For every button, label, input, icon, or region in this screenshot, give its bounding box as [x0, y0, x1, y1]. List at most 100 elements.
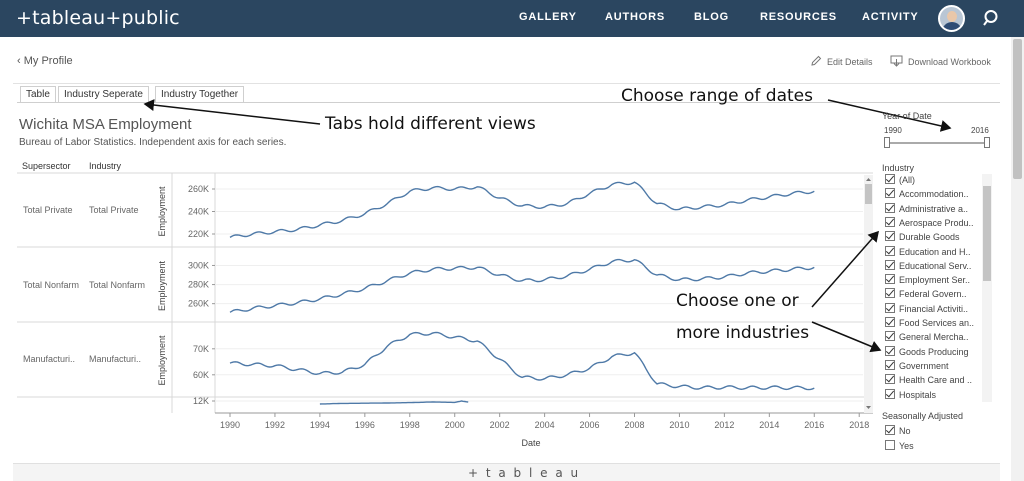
checkbox[interactable]	[885, 288, 895, 299]
tab-table[interactable]: Table	[20, 86, 56, 103]
x-tick-label: 2002	[490, 420, 510, 430]
industry-filter-item[interactable]: Education and H..	[885, 245, 981, 260]
series-line	[319, 400, 469, 405]
industry-filter-item-label: Employment Ser..	[899, 275, 971, 286]
seasonal-option-yes[interactable]: Yes	[885, 440, 914, 451]
industry-filter-item[interactable]: Goods Producing	[885, 345, 981, 360]
user-avatar[interactable]	[938, 5, 965, 32]
industry-filter-item-label: Financial Activiti..	[899, 303, 969, 314]
y-tick-label: 280K	[188, 280, 209, 290]
row-industry-label: Manufacturi..	[89, 354, 142, 364]
x-tick-label: 2012	[714, 420, 734, 430]
my-profile-link[interactable]: ‹ My Profile	[17, 55, 73, 67]
tab-industry-together[interactable]: Industry Together	[155, 86, 245, 103]
industry-filter-item-label: Educational Serv..	[899, 260, 972, 271]
x-tick-label: 1990	[220, 420, 240, 430]
y-tick-label: 300K	[188, 260, 209, 270]
industry-filter-item[interactable]: Educational Serv..	[885, 259, 981, 274]
checkbox[interactable]	[885, 388, 895, 399]
industry-filter-item-label: Durable Goods	[899, 232, 960, 243]
checkbox[interactable]	[885, 374, 895, 385]
annotation-dates: Choose range of dates	[621, 86, 813, 106]
edit-details-button[interactable]: Edit Details	[810, 55, 873, 67]
industry-filter-item[interactable]: Aerospace Produ..	[885, 216, 981, 231]
industry-filter-item[interactable]: Food Services an..	[885, 317, 981, 331]
nav-activity[interactable]: ACTIVITY	[862, 11, 919, 23]
checkbox[interactable]	[885, 216, 895, 227]
checkbox[interactable]	[885, 425, 895, 435]
industry-filter-label: Industry	[882, 163, 915, 173]
series-line	[229, 331, 815, 391]
checkbox[interactable]	[885, 231, 895, 242]
header-industry: Industry	[89, 161, 122, 171]
x-tick-label: 1998	[400, 420, 420, 430]
checkbox[interactable]	[885, 202, 895, 213]
tableau-public-logo[interactable]: +tableau+public	[16, 7, 180, 29]
checkbox[interactable]	[885, 245, 895, 256]
checkbox[interactable]	[885, 302, 895, 313]
search-icon[interactable]	[983, 9, 1001, 27]
checkbox[interactable]	[885, 259, 895, 270]
tab-divider	[17, 102, 1000, 103]
y-axis-title: Employment	[157, 186, 167, 237]
tableau-footer-logo: + t a b l e a u	[468, 466, 581, 480]
slider-handle-start[interactable]	[884, 137, 890, 148]
checkbox[interactable]	[885, 345, 895, 356]
industry-filter-scrollbar[interactable]	[982, 174, 992, 402]
page-scrollbar[interactable]	[1011, 37, 1024, 481]
download-workbook-button[interactable]: Download Workbook	[890, 55, 991, 67]
nav-blog[interactable]: BLOG	[694, 11, 729, 23]
industry-filter-item[interactable]: Financial Activiti..	[885, 302, 981, 317]
industry-filter-item-label: Goods Producing	[899, 346, 969, 357]
industry-filter-item[interactable]: Federal Govern..	[885, 288, 981, 302]
y-axis-title: Employment	[157, 335, 167, 386]
industry-filter-list: (All) Accommodation.. Administrative a.. Ae…	[883, 174, 993, 402]
industry-filter-item-label: Hospitals	[899, 389, 937, 400]
industry-filter-item[interactable]: Accommodation..	[885, 188, 981, 202]
checkbox[interactable]	[885, 331, 895, 342]
x-tick-label: 2000	[445, 420, 465, 430]
industry-filter-item-label: General Mercha..	[899, 332, 969, 343]
seasonal-option-no[interactable]: No	[885, 425, 911, 436]
industry-filter-item-label: Administrative a..	[899, 203, 969, 214]
industry-filter-item[interactable]: Government	[885, 359, 981, 374]
checkbox[interactable]	[885, 274, 895, 285]
x-tick-label: 2006	[580, 420, 600, 430]
series-line	[229, 258, 815, 313]
industry-filter-item[interactable]: (All)	[885, 174, 981, 188]
date-filter-min: 1990	[884, 126, 902, 135]
nav-gallery[interactable]: GALLERY	[519, 11, 577, 23]
y-tick-label: 60K	[193, 370, 209, 380]
checkbox[interactable]	[885, 317, 895, 327]
row-supersector-label: Total Nonfarm	[23, 280, 80, 290]
top-nav-bar: +tableau+public GALLERY AUTHORS BLOG RES…	[0, 0, 1024, 37]
industry-filter-item[interactable]: Employment Ser..	[885, 274, 981, 288]
x-tick-label: 1994	[310, 420, 330, 430]
checkbox[interactable]	[885, 188, 895, 199]
row-industry-label: Total Private	[89, 205, 139, 215]
checkbox[interactable]	[885, 359, 895, 370]
industry-filter-item-label: Accommodation..	[899, 189, 969, 200]
date-filter-max: 2016	[971, 126, 989, 135]
industry-filter-item[interactable]: Administrative a..	[885, 202, 981, 217]
industry-filter-item[interactable]: General Mercha..	[885, 331, 981, 345]
x-tick-label: 2018	[849, 420, 869, 430]
pencil-icon	[811, 55, 822, 66]
checkbox[interactable]	[885, 174, 895, 184]
industry-filter-item[interactable]: Hospitals	[885, 388, 981, 403]
date-range-slider[interactable]	[886, 142, 989, 144]
header-supersector: Supersector	[22, 161, 71, 171]
industry-filter-item[interactable]: Durable Goods	[885, 231, 981, 245]
slider-handle-end[interactable]	[984, 137, 990, 148]
nav-resources[interactable]: RESOURCES	[760, 11, 837, 23]
y-tick-label: 70K	[193, 344, 209, 354]
industry-filter-item[interactable]: Health Care and ..	[885, 374, 981, 388]
annotation-industries-line2: more industries	[676, 323, 810, 343]
industry-filter-item-label: Aerospace Produ..	[899, 217, 974, 228]
nav-authors[interactable]: AUTHORS	[605, 11, 665, 23]
date-filter-label: Year of Date	[882, 111, 932, 121]
x-tick-label: 1996	[355, 420, 375, 430]
checkbox[interactable]	[885, 440, 895, 450]
row-industry-label: Total Nonfarm	[89, 280, 146, 290]
